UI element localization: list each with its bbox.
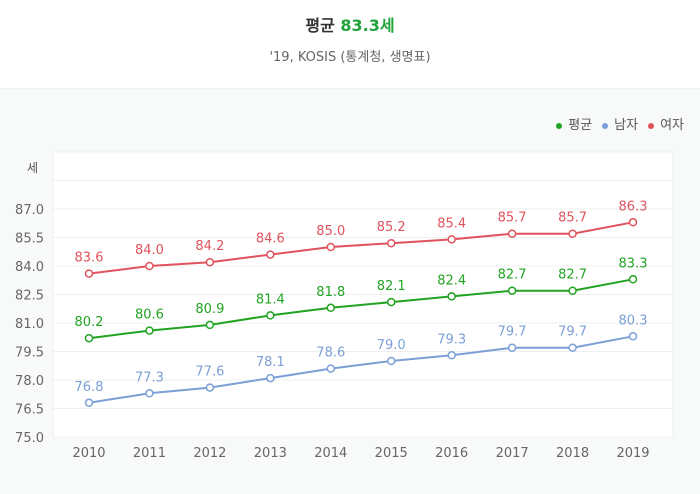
data-point [266,311,275,320]
data-label: 84.0 [135,243,164,258]
data-point [84,333,94,343]
x-tick-label: 2012 [193,446,226,461]
x-tick-label: 2014 [314,446,347,461]
x-tick-label: 2018 [556,446,589,461]
data-label: 78.6 [316,346,345,361]
data-label: 85.4 [437,216,466,231]
x-tick-label: 2019 [616,446,649,461]
y-tick-label: 84.0 [15,260,44,275]
y-tick-label: 81.0 [15,317,44,332]
y-axis-label: 세 [27,161,38,175]
x-tick-label: 2013 [254,446,287,461]
data-label: 80.3 [619,313,648,328]
data-point [628,275,638,284]
data-label: 85.7 [558,211,587,226]
data-point [84,269,94,278]
y-tick-label: 85.5 [15,232,44,247]
legend-dot-icon [648,122,655,129]
data-label: 83.6 [75,251,104,266]
data-label: 84.2 [195,239,224,254]
chart-subtitle: '19, KOSIS (통계청, 생명표) [269,50,431,65]
chart-title: 평균 83.3세 [0,12,700,36]
data-point [145,261,154,271]
data-label: 80.6 [135,308,164,323]
y-tick-label: 75.0 [15,431,44,446]
y-tick-label: 87.0 [15,203,44,218]
data-label: 79.7 [558,325,587,340]
data-point [447,351,456,360]
data-label: 84.6 [256,232,285,247]
data-label: 79.3 [437,332,466,347]
data-label: 81.8 [316,285,345,300]
data-label: 82.1 [377,279,406,294]
data-point [266,373,275,383]
legend: 평균 남자 여자 [556,114,684,133]
title-value: 83.3세 [340,16,395,35]
data-point [447,235,456,244]
data-label: 80.2 [75,315,104,330]
data-point [386,238,396,248]
y-tick-label: 76.5 [15,403,44,418]
legend-label: 남자 [614,118,639,133]
data-point [266,250,275,259]
data-label: 82.7 [558,268,587,283]
legend-label: 여자 [660,118,684,133]
data-point [145,389,154,398]
data-point [386,356,396,366]
series-line [88,335,634,404]
data-label: 77.3 [135,370,164,385]
data-label: 79.7 [498,325,527,340]
data-point [507,229,517,238]
x-tick-label: 2011 [133,446,166,461]
data-point [568,229,577,238]
legend-label: 평균 [568,118,593,133]
data-label: 85.7 [498,211,527,226]
data-point [507,286,517,295]
y-tick-label: 79.5 [15,346,44,361]
data-label: 78.1 [256,355,285,370]
data-label: 76.8 [75,380,104,395]
legend-item-female[interactable]: 여자 [648,114,684,133]
legend-item-avg[interactable]: 평균 [556,114,592,133]
series-line [88,278,634,340]
data-point [568,343,577,352]
data-label: 81.4 [256,292,285,307]
x-tick-label: 2015 [375,446,408,461]
x-tick-label: 2017 [496,446,529,461]
legend-dot-icon [556,122,563,129]
y-tick-label: 82.5 [15,289,44,304]
data-label: 85.0 [316,224,345,239]
data-point [205,257,215,267]
data-point [205,383,215,392]
data-point [568,286,577,295]
data-point [386,297,396,307]
title-label: 평균 [305,16,335,35]
data-point [326,364,336,373]
x-tick-label: 2010 [72,446,105,461]
data-point [326,242,336,252]
data-label: 83.3 [619,256,648,271]
data-label: 82.4 [437,273,466,288]
x-tick-label: 2016 [435,446,468,461]
data-label: 82.7 [498,268,527,283]
data-label: 86.3 [619,199,648,214]
legend-dot-icon [602,122,609,129]
data-label: 80.9 [195,302,224,317]
series-line [88,221,634,275]
legend-item-male[interactable]: 남자 [602,114,638,133]
y-tick-label: 78.0 [15,374,44,389]
data-point [145,326,154,335]
data-point [447,292,456,301]
header: 평균 83.3세 '19, KOSIS (통계청, 생명표) [0,0,700,88]
data-label: 77.6 [195,365,224,380]
data-point [326,303,336,313]
data-point [628,332,638,341]
data-point [507,343,517,352]
data-point [628,218,638,227]
data-label: 85.2 [377,220,406,235]
data-point [205,320,215,330]
data-label: 79.0 [377,338,406,353]
data-point [84,398,94,408]
